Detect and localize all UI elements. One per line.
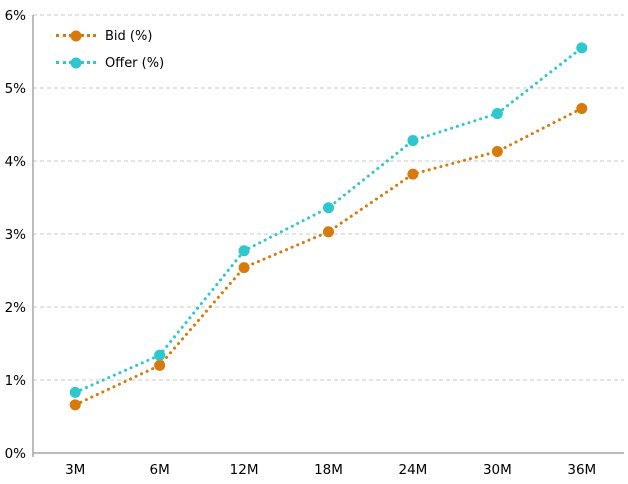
x-tick-label: 12M xyxy=(230,462,259,478)
x-tick-label: 6M xyxy=(150,462,170,478)
data-point-marker xyxy=(323,226,334,238)
y-tick-label: 3% xyxy=(5,227,27,243)
legend-label-offer: Offer (%) xyxy=(105,55,165,71)
data-point-marker xyxy=(576,102,588,114)
series-line xyxy=(73,106,584,407)
data-point-marker xyxy=(407,135,419,147)
x-tick-label: 36M xyxy=(567,462,596,478)
data-point-marker xyxy=(238,245,250,257)
y-tick-label: 4% xyxy=(5,154,27,170)
x-tick-label: 18M xyxy=(314,462,343,478)
legend-item-bid: Bid (%) xyxy=(56,26,164,46)
data-point-marker xyxy=(69,386,81,398)
circle-marker-icon xyxy=(70,30,82,42)
x-tick-label: 30M xyxy=(483,462,512,478)
data-point-marker xyxy=(323,202,334,214)
data-point-marker xyxy=(407,168,419,180)
offer-series-swatch-icon xyxy=(56,57,96,69)
y-tick-label: 0% xyxy=(5,446,27,462)
x-tick-label: 24M xyxy=(399,462,428,478)
y-tick-label: 5% xyxy=(5,81,27,97)
y-tick-label: 2% xyxy=(5,300,27,316)
bid-series-swatch-icon xyxy=(56,30,96,42)
data-point-marker xyxy=(154,359,166,371)
data-point-marker xyxy=(69,399,81,411)
series-line xyxy=(73,46,584,394)
y-tick-label: 6% xyxy=(5,8,27,24)
data-point-marker xyxy=(576,42,588,54)
y-tick-label: 1% xyxy=(5,373,27,389)
legend-item-offer: Offer (%) xyxy=(56,53,164,73)
legend: Bid (%) Offer (%) xyxy=(56,26,164,73)
circle-marker-icon xyxy=(70,57,82,69)
data-point-marker xyxy=(238,262,250,274)
x-tick-label: 3M xyxy=(65,462,85,478)
data-point-marker xyxy=(491,146,503,158)
data-point-marker xyxy=(154,349,166,361)
legend-label-bid: Bid (%) xyxy=(105,28,153,44)
data-point-marker xyxy=(491,108,503,120)
